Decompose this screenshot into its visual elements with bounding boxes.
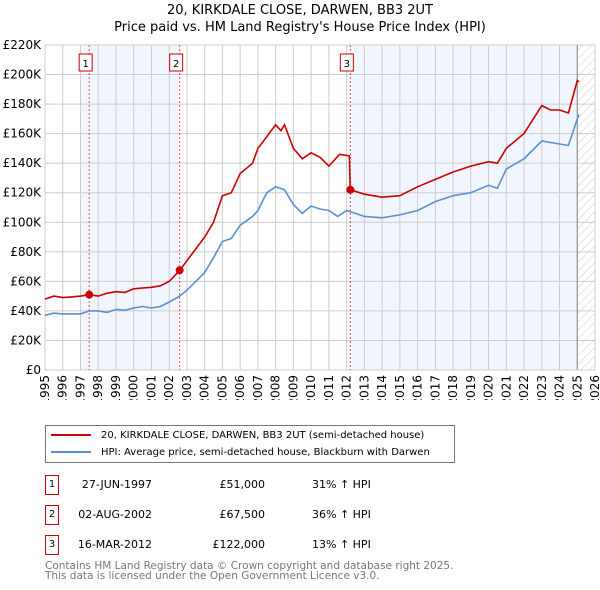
sale-point bbox=[175, 266, 184, 275]
plot-frame bbox=[44, 44, 596, 371]
x-tick-label: 2010 bbox=[304, 375, 318, 400]
x-tick-label: 2021 bbox=[499, 375, 513, 400]
sale-marker-box bbox=[78, 53, 93, 72]
sale-row: 2 02-AUG-2002 £67,500 36% ↑ HPI bbox=[45, 505, 465, 525]
shaded-period bbox=[350, 45, 578, 370]
x-tick-label: 2008 bbox=[269, 375, 283, 400]
y-tick-label: £20K bbox=[10, 333, 42, 347]
x-tick-label: 2024 bbox=[553, 375, 567, 400]
x-tick-label: 1999 bbox=[109, 375, 123, 400]
x-tick-label: 2009 bbox=[286, 375, 300, 400]
sale-point bbox=[346, 185, 355, 194]
x-tick-label: 2019 bbox=[464, 375, 478, 400]
legend-label-property: 20, KIRKDALE CLOSE, DARWEN, BB3 2UT (sem… bbox=[101, 429, 425, 441]
y-tick-label: £200K bbox=[3, 68, 43, 82]
x-tick-label: 2026 bbox=[588, 375, 600, 400]
sale-marker-box bbox=[169, 53, 184, 72]
x-tick-label: 2015 bbox=[393, 375, 407, 400]
sale-hpi-diff: 36% ↑ HPI bbox=[312, 508, 371, 521]
sale-marker-number: 3 bbox=[344, 59, 350, 70]
sale-marker-label: 1 bbox=[45, 475, 59, 495]
sale-row: 3 16-MAR-2012 £122,000 13% ↑ HPI bbox=[45, 535, 465, 555]
series-line bbox=[44, 79, 580, 300]
footer-licence: This data is licensed under the Open Gov… bbox=[45, 570, 380, 582]
sale-date: 02-AUG-2002 bbox=[78, 508, 152, 521]
sale-date: 16-MAR-2012 bbox=[77, 538, 152, 551]
x-tick-label: 2002 bbox=[162, 375, 176, 400]
sale-price: £67,500 bbox=[219, 508, 266, 521]
legend: 20, KIRKDALE CLOSE, DARWEN, BB3 2UT (sem… bbox=[45, 425, 455, 463]
x-tick-label: 2004 bbox=[198, 375, 212, 400]
x-tick-label: 1997 bbox=[73, 375, 87, 400]
sale-marker-label: 3 bbox=[45, 535, 59, 555]
sale-marker-box bbox=[339, 53, 354, 72]
x-tick-label: 2011 bbox=[322, 375, 336, 400]
x-tick-label: 2020 bbox=[482, 375, 496, 400]
sale-marker-label: 2 bbox=[45, 505, 59, 525]
y-tick-label: £140K bbox=[3, 156, 43, 170]
x-tick-label: 2005 bbox=[215, 375, 229, 400]
x-tick-label: 2001 bbox=[144, 375, 158, 400]
x-tick-label: 2025 bbox=[570, 375, 584, 400]
x-tick-label: 2003 bbox=[180, 375, 194, 400]
sale-row: 1 27-JUN-1997 £51,000 31% ↑ HPI bbox=[45, 475, 465, 495]
sale-marker-number: 1 bbox=[82, 59, 88, 70]
y-tick-label: £180K bbox=[3, 97, 43, 111]
sale-hpi-diff: 13% ↑ HPI bbox=[312, 538, 371, 551]
x-tick-label: 2006 bbox=[233, 375, 247, 400]
y-tick-label: £100K bbox=[3, 215, 43, 229]
y-tick-label: £160K bbox=[3, 127, 43, 141]
x-tick-label: 2014 bbox=[375, 375, 389, 400]
sale-price: £122,000 bbox=[212, 538, 266, 551]
legend-swatch-red bbox=[51, 434, 91, 436]
future-hatched-area bbox=[577, 45, 595, 370]
x-tick-label: 1996 bbox=[56, 375, 70, 400]
legend-item-property: 20, KIRKDALE CLOSE, DARWEN, BB3 2UT (sem… bbox=[51, 427, 424, 443]
x-tick-label: 2023 bbox=[535, 375, 549, 400]
y-tick-label: £80K bbox=[10, 245, 42, 259]
x-tick-label: 2016 bbox=[411, 375, 425, 400]
chart-title: 20, KIRKDALE CLOSE, DARWEN, BB3 2UT bbox=[166, 3, 433, 18]
x-tick-label: 2000 bbox=[127, 375, 141, 400]
y-tick-label: £220K bbox=[3, 38, 43, 52]
y-tick-label: £40K bbox=[10, 304, 42, 318]
chart-subtitle: Price paid vs. HM Land Registry's House … bbox=[114, 20, 486, 35]
shaded-period bbox=[80, 45, 180, 370]
x-tick-label: 2012 bbox=[340, 375, 354, 400]
price-chart: £0 £20K £40K £60K £80K £100K £120K £140K £160K £1… bbox=[3, 38, 600, 400]
legend-swatch-blue bbox=[51, 451, 91, 453]
x-tick-label: 1995 bbox=[38, 375, 52, 400]
y-tick-label: £120K bbox=[3, 186, 43, 200]
y-tick-label: £0 bbox=[26, 363, 41, 377]
x-tick-label: 2007 bbox=[251, 375, 265, 400]
sale-point bbox=[85, 290, 94, 299]
x-tick-label: 2018 bbox=[446, 375, 460, 400]
footer-copyright: Contains HM Land Registry data © Crown c… bbox=[45, 560, 454, 572]
legend-item-hpi: HPI: Average price, semi-detached house,… bbox=[51, 444, 430, 460]
sale-marker-number: 2 bbox=[173, 59, 179, 70]
x-tick-label: 2022 bbox=[517, 375, 531, 400]
series-line bbox=[44, 114, 580, 317]
x-tick-label: 2013 bbox=[357, 375, 371, 400]
sale-hpi-diff: 31% ↑ HPI bbox=[312, 478, 371, 491]
x-tick-label: 1998 bbox=[91, 375, 105, 400]
y-tick-label: £60K bbox=[10, 274, 42, 288]
footer: Contains HM Land Registry data © Crown c… bbox=[45, 560, 454, 582]
sale-date: 27-JUN-1997 bbox=[81, 478, 152, 491]
x-tick-label: 2017 bbox=[428, 375, 442, 400]
legend-label-hpi: HPI: Average price, semi-detached house,… bbox=[101, 446, 430, 458]
sale-price: £51,000 bbox=[219, 478, 266, 491]
